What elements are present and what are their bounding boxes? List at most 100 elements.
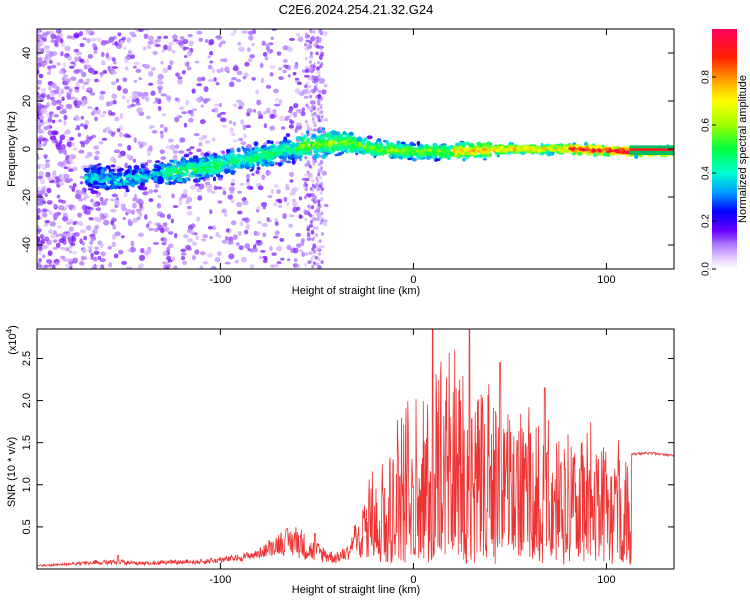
heatmap-cell (445, 151, 449, 155)
heatmap-cell (159, 81, 164, 85)
heatmap-cell (114, 205, 118, 209)
heatmap-cell (37, 175, 44, 179)
heatmap-cell (47, 129, 54, 136)
heatmap-cell (126, 153, 131, 160)
heatmap-cell (190, 112, 194, 117)
heatmap-cell (81, 248, 88, 253)
heatmap-cell (296, 81, 302, 85)
heatmap-cell (154, 43, 161, 48)
heatmap-cell (323, 134, 329, 138)
heatmap-cell (110, 81, 117, 86)
heatmap-cell (46, 259, 53, 264)
heatmap-cell (195, 234, 199, 241)
heatmap-cell (171, 181, 176, 185)
y-tick-label: -40 (21, 237, 33, 253)
snr-frame (36, 328, 675, 570)
heatmap-cell (282, 64, 288, 68)
heatmap-cell (199, 265, 204, 269)
heatmap-cell (119, 178, 124, 183)
heatmap-cell (70, 76, 77, 81)
heatmap-cell (310, 100, 314, 105)
heatmap-cell (189, 231, 196, 235)
heatmap-cell (563, 145, 570, 150)
heatmap-cell (62, 216, 68, 222)
heatmap-cell (77, 212, 83, 218)
heatmap-cell (137, 185, 144, 189)
heatmap-cell (37, 124, 42, 129)
heatmap-cell (47, 117, 53, 123)
heatmap-cell (37, 236, 41, 243)
heatmap-cell (249, 169, 254, 172)
heatmap-cell (147, 40, 154, 45)
heatmap-cell (148, 198, 154, 203)
heatmap-cell (301, 252, 306, 257)
heatmap-cell (171, 49, 176, 54)
heatmap-cell (317, 162, 321, 167)
heatmap-cell (129, 104, 136, 107)
heatmap-cell (311, 74, 315, 79)
heatmap-cell (235, 242, 240, 246)
heatmap-cell (256, 220, 263, 225)
heatmap-cell (264, 257, 268, 261)
heatmap-cell (56, 62, 61, 66)
heatmap-cell (111, 66, 118, 70)
heatmap-cell (63, 173, 70, 180)
heatmap-cell (92, 43, 97, 48)
heatmap-cell (323, 118, 329, 122)
heatmap-cell (37, 62, 42, 68)
heatmap-cell (41, 166, 47, 171)
heatmap-cell (174, 232, 178, 239)
heatmap-cell (128, 31, 136, 36)
heatmap-cell (268, 42, 274, 46)
heatmap-cell (317, 101, 321, 106)
heatmap-cell (211, 190, 216, 194)
heatmap-cell (282, 58, 288, 64)
heatmap-cell (217, 200, 223, 204)
heatmap-cell (90, 252, 94, 258)
heatmap-cell (279, 155, 283, 160)
heatmap-cell (91, 266, 96, 269)
heatmap-cell (260, 149, 265, 153)
snr-series-line (37, 329, 674, 568)
heatmap-cell (432, 155, 436, 160)
heatmap-cell (183, 55, 188, 58)
heatmap-cell (335, 131, 341, 136)
heatmap-cell (212, 176, 217, 182)
heatmap-cell (180, 256, 186, 261)
heatmap-cell (258, 255, 264, 260)
heatmap-cell (172, 154, 178, 161)
heatmap-cell (73, 48, 80, 53)
heatmap-cell (37, 215, 41, 221)
heatmap-cell (318, 244, 325, 249)
heatmap-cell (107, 65, 111, 72)
heatmap-cell (462, 143, 466, 149)
heatmap-cell (238, 46, 245, 52)
heatmap-cell (142, 191, 148, 196)
heatmap-cell (69, 177, 73, 182)
heatmap-cell (136, 216, 141, 221)
heatmap-cell (315, 226, 319, 231)
heatmap-cell (285, 160, 292, 164)
heatmap-cell (40, 94, 45, 98)
heatmap-cell (37, 186, 41, 190)
heatmap-cell (274, 103, 281, 107)
heatmap-cell (216, 186, 223, 190)
heatmap-cell (157, 73, 164, 80)
heatmap-cell (208, 38, 215, 45)
heatmap-cell (180, 162, 187, 168)
heatmap-cell (336, 145, 342, 150)
heatmap-cell (126, 173, 131, 178)
heatmap-cell (51, 264, 56, 269)
heatmap-cell (97, 217, 102, 223)
heatmap-cell (165, 266, 170, 269)
heatmap-cell (83, 98, 88, 104)
heatmap-cell (273, 235, 279, 239)
heatmap-cell (188, 151, 193, 155)
heatmap-cell (278, 99, 283, 105)
heatmap-cell (255, 169, 260, 175)
heatmap-cell (117, 32, 122, 37)
heatmap-cell (337, 134, 344, 138)
heatmap-cell (318, 239, 322, 243)
heatmap-cell (481, 147, 488, 152)
snr-y-label: SNR (10 * v/v) (6, 437, 18, 507)
